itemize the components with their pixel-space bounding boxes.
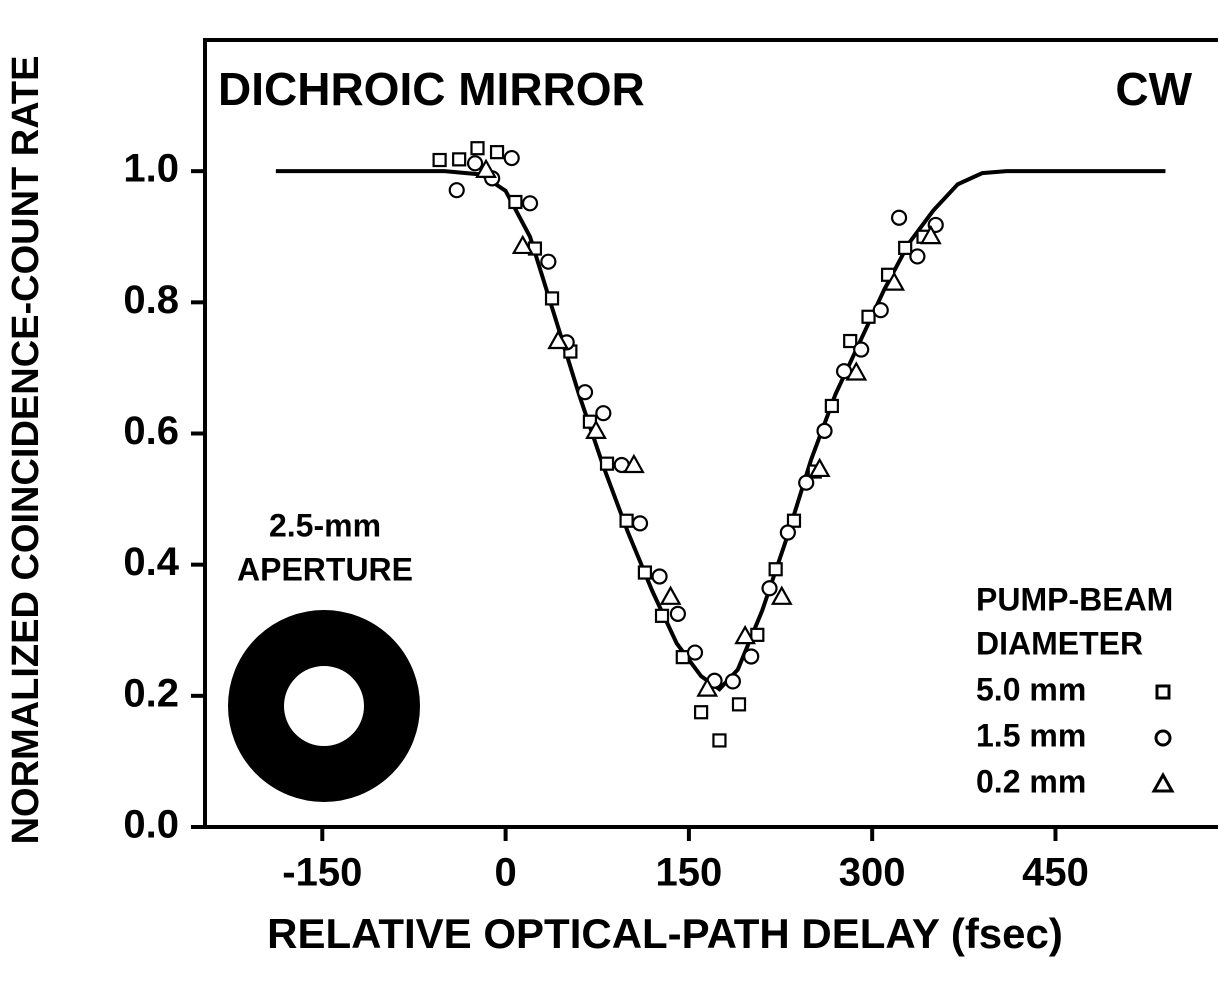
data-point [909, 248, 926, 265]
data-point [631, 515, 649, 532]
y-tick-label: 1.0 [123, 147, 179, 191]
data-point [585, 419, 607, 439]
y-tick-label: 0.4 [123, 540, 179, 584]
data-point [768, 562, 783, 577]
data-point [547, 329, 570, 350]
legend-marker [1151, 771, 1175, 793]
x-tick-label: -150 [282, 851, 362, 895]
data-point [623, 453, 645, 474]
data-point [845, 361, 868, 381]
data-point [861, 309, 876, 324]
data-point [712, 733, 727, 748]
data-point [853, 341, 870, 358]
x-tick-label: 0 [494, 851, 516, 895]
data-point [503, 149, 520, 167]
x-tick-label: 150 [656, 851, 723, 895]
data-point [694, 705, 709, 720]
data-point [466, 155, 484, 172]
legend-title: DIAMETER [976, 625, 1143, 661]
data-point [452, 152, 467, 167]
y-tick-label: 0.0 [123, 803, 179, 847]
data-point [761, 580, 778, 597]
data-point [808, 457, 831, 478]
y-tick-label: 0.8 [123, 278, 179, 322]
data-point [743, 648, 760, 665]
y-axis-label: NORMALIZED COINCIDENCE-COUNT RATE [5, 56, 47, 845]
y-tick-label: 0.6 [123, 409, 179, 453]
data-point [731, 697, 747, 712]
chart-title: DICHROIC MIRROR [218, 63, 645, 115]
data-point [508, 194, 523, 210]
data-point [448, 182, 465, 199]
x-tick-label: 450 [1022, 851, 1089, 895]
data-point [599, 456, 615, 471]
data-point [521, 195, 539, 212]
data-point [576, 384, 594, 401]
data-point [659, 585, 682, 605]
data-point [511, 234, 534, 255]
data-point [470, 141, 485, 156]
data-point [734, 624, 756, 645]
data-point [883, 271, 906, 291]
data-point [651, 568, 668, 585]
data-point [654, 608, 670, 623]
data-point [770, 585, 793, 605]
data-point [750, 627, 765, 642]
aperture-ring [228, 610, 420, 802]
data-point [786, 513, 802, 528]
data-point [919, 224, 942, 245]
data-point [798, 474, 815, 491]
data-point [872, 302, 889, 319]
data-point [595, 405, 612, 422]
legend-marker [1155, 684, 1171, 700]
data-point [544, 291, 560, 306]
data-point [843, 333, 858, 349]
legend-label: 0.2 mm [976, 763, 1086, 799]
data-point [724, 673, 741, 690]
annotation: CW [1115, 63, 1192, 115]
data-point [890, 209, 908, 226]
x-tick-label: 300 [839, 851, 906, 895]
data-point [669, 605, 686, 622]
annotation: 2.5-mm [269, 507, 381, 543]
data-point [637, 565, 653, 580]
annotation: APERTURE [237, 551, 413, 587]
data-point [540, 253, 557, 270]
data-point [898, 240, 913, 255]
data-point [489, 145, 505, 160]
data-point [779, 524, 796, 541]
x-axis-label: RELATIVE OPTICAL-PATH DELAY (fsec) [267, 910, 1063, 957]
data-point [686, 644, 704, 661]
y-tick-label: 0.2 [123, 671, 179, 715]
legend-label: 1.5 mm [976, 717, 1086, 753]
legend-label: 5.0 mm [976, 671, 1086, 707]
data-point [696, 677, 719, 697]
data-point [475, 158, 497, 178]
data-point [816, 422, 833, 439]
legend-marker [1154, 729, 1172, 747]
data-point [619, 513, 634, 528]
data-point [432, 152, 447, 168]
data-point [824, 398, 839, 414]
legend-title: PUMP-BEAM [976, 581, 1173, 617]
